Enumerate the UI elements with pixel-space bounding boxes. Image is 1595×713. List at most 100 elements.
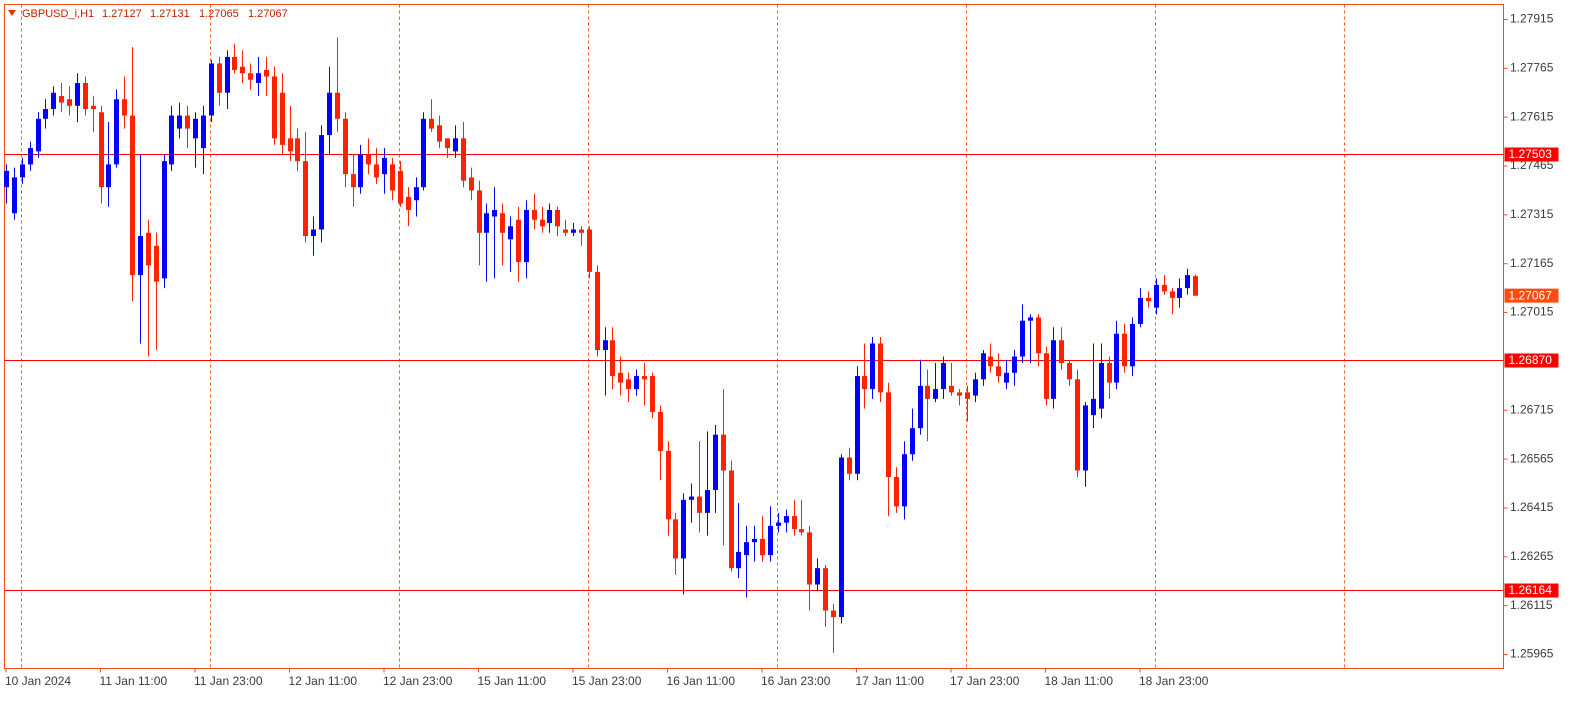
candle-body — [366, 154, 371, 165]
candle-body — [335, 92, 340, 119]
candle-body — [776, 522, 781, 526]
candle-body — [1162, 284, 1167, 292]
candle-body — [303, 161, 308, 237]
candle-body — [99, 112, 104, 188]
candle-body — [240, 66, 245, 74]
level-label: 1.26164 — [1509, 583, 1553, 597]
y-tick-label: 1.25965 — [1510, 647, 1554, 661]
candle-body — [540, 219, 545, 227]
candle-body — [713, 434, 718, 491]
candle-body — [1146, 297, 1151, 302]
candle-body — [43, 109, 48, 119]
candle-body — [855, 376, 860, 474]
candle-body — [500, 213, 505, 233]
candle-body — [988, 356, 993, 367]
candle-body — [1028, 317, 1033, 321]
candle-body — [634, 376, 639, 390]
candle-body — [595, 271, 600, 351]
candle-body — [705, 490, 710, 513]
candle-body — [957, 392, 962, 396]
candle-body — [1185, 275, 1190, 289]
candle-body — [673, 519, 678, 559]
candle-body — [894, 477, 899, 507]
candle-body — [839, 457, 844, 618]
candle-body — [1130, 323, 1135, 367]
candle-body — [1036, 317, 1041, 354]
header-open: 1.27127 — [102, 8, 142, 20]
candle-body — [807, 532, 812, 585]
candle-body — [1114, 333, 1119, 383]
candle-body — [477, 190, 482, 233]
plot-frame — [4, 4, 1504, 669]
header-low: 1.27065 — [199, 8, 239, 20]
y-tick-label: 1.27915 — [1510, 12, 1554, 26]
candle-body — [398, 170, 403, 204]
level-label: 1.27503 — [1509, 147, 1553, 161]
candle-body — [847, 457, 852, 474]
candle-body — [729, 470, 734, 569]
x-tick-label: 12 Jan 11:00 — [289, 674, 358, 688]
candle-body — [862, 376, 867, 390]
candle-body — [358, 154, 363, 188]
candle-body — [1020, 320, 1025, 357]
candle-body — [248, 73, 253, 80]
candle-body — [1091, 398, 1096, 416]
candle-body — [996, 366, 1001, 377]
candle-body — [681, 499, 686, 559]
candle-body — [508, 226, 513, 240]
candle-body — [217, 63, 222, 93]
symbol-icon — [8, 10, 16, 16]
candle-body — [1059, 340, 1064, 364]
candle-body — [571, 229, 576, 233]
candle-body — [1044, 353, 1049, 399]
candle-body — [492, 209, 497, 217]
candle-body — [75, 82, 80, 106]
candle-body — [760, 538, 765, 556]
candle-body — [4, 170, 9, 188]
candle-body — [1177, 288, 1182, 298]
candle-body — [918, 385, 923, 429]
y-tick-label: 1.27015 — [1510, 305, 1554, 319]
candle-body — [390, 164, 395, 191]
candle-body — [406, 196, 411, 210]
candle-body — [445, 138, 450, 149]
x-tick-label: 16 Jan 11:00 — [667, 674, 736, 688]
candle-body — [232, 56, 237, 70]
candle-body — [1083, 405, 1088, 471]
candle-body — [414, 187, 419, 201]
candle-body — [1099, 363, 1104, 409]
candle-body — [1193, 276, 1198, 296]
x-tick-label: 15 Jan 11:00 — [478, 674, 547, 688]
candle-body — [327, 92, 332, 136]
candle-body — [36, 118, 41, 152]
candle-body — [870, 343, 875, 390]
candle-body — [67, 99, 72, 106]
candle-body — [91, 105, 96, 110]
candle-body — [768, 525, 773, 556]
candle-body — [162, 161, 167, 279]
candle-body — [20, 164, 25, 178]
candle-body — [272, 76, 277, 139]
candle-body — [965, 392, 970, 399]
candle-body — [744, 542, 749, 556]
candle-body — [547, 209, 552, 224]
candle-body — [1012, 356, 1017, 373]
candle-body — [1122, 333, 1127, 367]
candle-body — [697, 496, 702, 513]
candle-body — [981, 353, 986, 380]
candle-body — [225, 56, 230, 93]
x-tick-label: 18 Jan 23:00 — [1139, 674, 1209, 688]
candle-body — [209, 63, 214, 116]
candle-body — [618, 372, 623, 383]
x-tick-label: 15 Jan 23:00 — [572, 674, 642, 688]
candle-body — [524, 209, 529, 263]
candle-body — [177, 115, 182, 129]
candle-body — [59, 96, 64, 103]
level-label-box — [1504, 583, 1559, 598]
candle-body — [83, 82, 88, 110]
y-tick-label: 1.27615 — [1510, 109, 1554, 123]
candle-body — [256, 73, 261, 83]
candle-body — [193, 118, 198, 139]
